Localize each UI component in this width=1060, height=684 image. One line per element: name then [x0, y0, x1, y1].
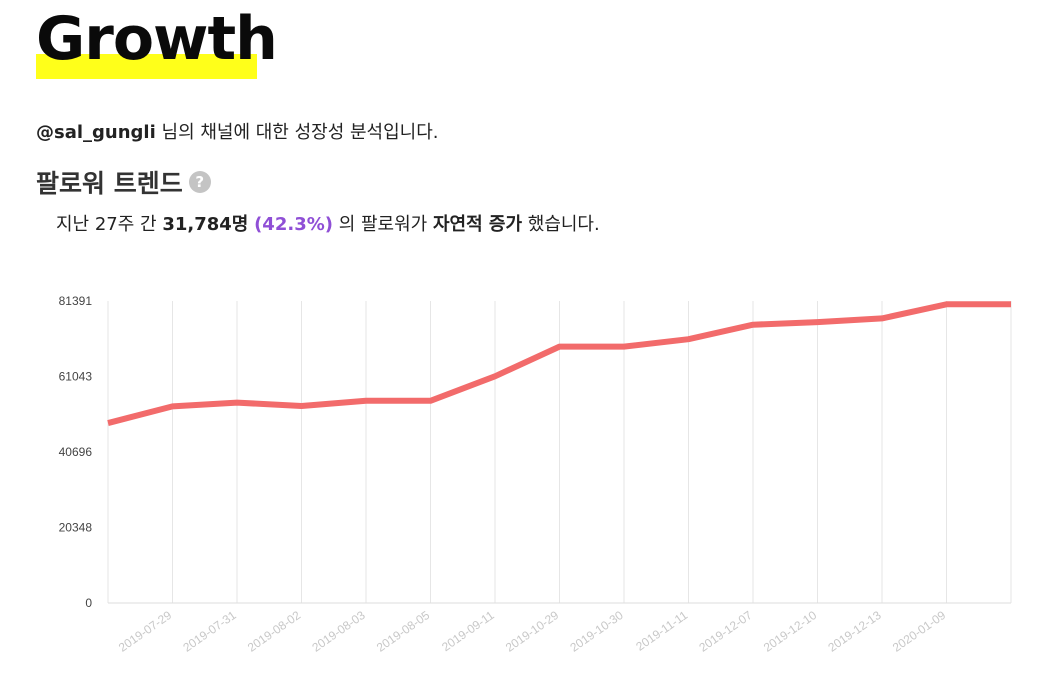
x-tick-label: 2020-01-09 [890, 608, 949, 655]
y-tick-label: 40696 [59, 445, 93, 459]
x-tick-label: 2019-07-29 [116, 608, 175, 655]
x-tick-label: 2019-08-03 [309, 608, 368, 655]
summary-suffix: 했습니다. [522, 214, 600, 235]
page-title-block: Growth [36, 4, 278, 79]
section-title: 팔로워 트렌드 ? [36, 164, 211, 200]
follower-count: 31,784명 [162, 214, 249, 235]
y-tick-label: 61043 [59, 370, 93, 384]
x-tick-label: 2019-11-11 [633, 608, 690, 654]
x-tick-label: 2019-10-30 [567, 608, 626, 655]
y-tick-label: 0 [85, 596, 92, 610]
growth-kind: 자연적 증가 [432, 214, 523, 235]
page-title: Growth [36, 4, 278, 74]
x-tick-label: 2019-09-11 [439, 608, 497, 654]
intro-suffix: 님의 채널에 대한 성장성 분석입니다. [155, 122, 439, 143]
channel-handle: @sal_gungli [36, 122, 156, 143]
x-tick-label: 2019-12-10 [761, 608, 820, 655]
summary-middle: 의 팔로워가 [332, 214, 433, 235]
growth-percent: (42.3%) [254, 214, 333, 235]
title-highlight [36, 54, 257, 79]
x-tick-label: 2019-10-29 [503, 608, 562, 655]
summary-prefix: 지난 27주 간 [56, 214, 163, 235]
x-tick-label: 2019-07-31 [180, 608, 239, 655]
x-tick-label: 2019-08-02 [245, 608, 304, 655]
x-tick-label: 2019-12-13 [825, 608, 884, 655]
y-tick-label: 81391 [59, 294, 93, 308]
x-tick-label: 2019-08-05 [374, 608, 433, 655]
series-line-followers [107, 301, 1011, 426]
y-tick-label: 20348 [59, 520, 93, 534]
x-tick-label: 2019-12-07 [696, 608, 755, 655]
follower-trend-chart: 0 20348 40696 61043 81391 2019-07-29 2019-07-3… [59, 294, 1012, 655]
section-title-label: 팔로워 트렌드 [36, 169, 183, 198]
question-icon[interactable]: ? [188, 171, 211, 193]
summary-text: 지난 27주 간 31,784명 (42.3%) 의 팔로워가 자연적 증가 했… [56, 210, 600, 236]
intro-text: @sal_gungli 님의 채널에 대한 성장성 분석입니다. [36, 118, 439, 144]
